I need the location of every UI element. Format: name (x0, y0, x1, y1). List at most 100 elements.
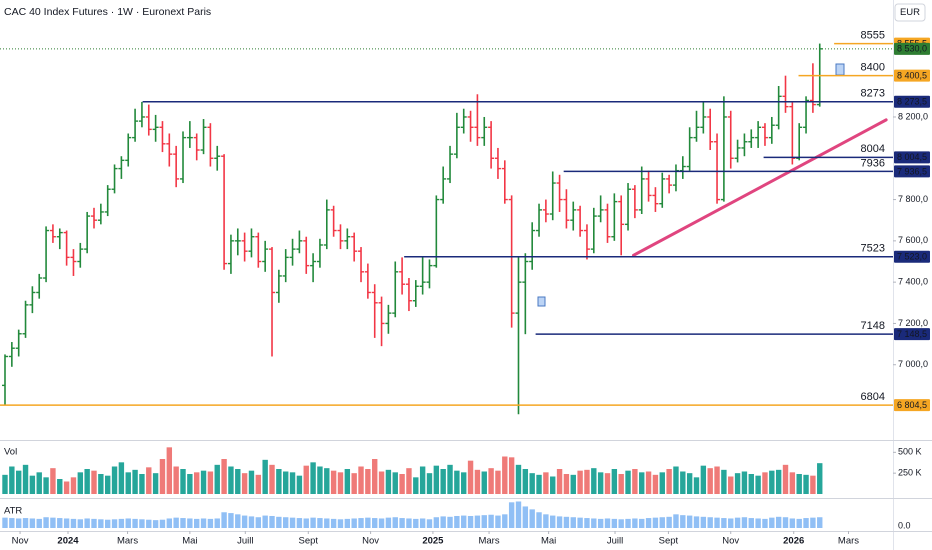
atr-bar (721, 518, 727, 528)
volume-bar (782, 464, 789, 494)
trend-line (632, 118, 888, 257)
volume-bar (522, 469, 529, 494)
level-label: 7148 (861, 320, 885, 332)
y-tick-label: 7 200,0 (898, 318, 928, 328)
volume-bar (358, 466, 364, 494)
marker-icon[interactable] (537, 296, 546, 307)
volume-bar (91, 470, 97, 494)
volume-bar (639, 472, 645, 494)
price-box (894, 165, 930, 178)
atr-bar (289, 517, 296, 528)
x-tick-label: 2025 (422, 536, 444, 547)
atr-bar (9, 518, 15, 528)
price-box-label: 8 400,5 (897, 70, 927, 80)
volume-bar (241, 473, 248, 494)
level-label: 7936 (861, 157, 885, 169)
currency-button[interactable] (894, 3, 926, 22)
price-box-label: 7 148,5 (897, 329, 927, 339)
x-tick-label: Mars (838, 536, 859, 547)
atr-bar (693, 516, 700, 528)
volume-bar (577, 470, 583, 494)
atr-bar (817, 517, 823, 528)
atr-bar (522, 506, 529, 528)
atr-bar (269, 515, 275, 528)
volume-bar (399, 474, 405, 494)
atr-bar (611, 518, 618, 528)
atr-bar (543, 514, 549, 528)
volume-bar (63, 481, 70, 494)
volume-bar (152, 473, 159, 494)
volume-bar (591, 468, 597, 494)
symbol-title[interactable]: CAC 40 Index Futures · 1W · Euronext Par… (4, 6, 211, 18)
volume-bar (707, 468, 713, 494)
volume-bar (570, 474, 576, 494)
marker-icon[interactable] (835, 63, 845, 76)
atr-bar (508, 502, 515, 528)
atr-bar (666, 516, 672, 528)
atr-bar (50, 517, 56, 528)
atr-bar (570, 517, 576, 528)
atr-bar (604, 518, 611, 528)
atr-bar (187, 518, 193, 528)
atr-bar (440, 516, 446, 528)
volume-bar (508, 457, 515, 494)
atr-bar (262, 515, 268, 528)
price-box (894, 328, 930, 341)
atr-bar (283, 517, 289, 528)
atr-bar (502, 514, 508, 528)
level-label: 8273 (861, 88, 885, 100)
volume-bar (2, 474, 8, 494)
price-box-label: 6 804,5 (897, 400, 927, 410)
atr-bar (474, 515, 481, 528)
volume-bar (365, 469, 371, 494)
level-label: 8004 (861, 143, 885, 155)
y-tick-label: 7 000,0 (898, 359, 928, 369)
atr-bar (399, 518, 405, 528)
currency[interactable]: EUR (900, 7, 920, 18)
volume-bar (289, 472, 296, 494)
volume-bar (248, 470, 255, 494)
pane-label: ATR (4, 506, 22, 517)
price-box-label: 7 523,0 (897, 252, 927, 262)
atr-bar (748, 518, 754, 528)
volume-bar (330, 470, 337, 494)
atr-bar (36, 518, 42, 528)
atr-bar (454, 515, 460, 528)
x-tick-label: Nov (722, 536, 739, 547)
atr-bar (495, 515, 501, 528)
volume-bar (618, 474, 624, 494)
volume-bar (597, 472, 604, 494)
price-box (894, 95, 930, 108)
level-label: 6804 (861, 391, 885, 403)
atr-bar (194, 518, 200, 528)
atr-bar (591, 518, 597, 528)
atr-bar (132, 518, 138, 528)
atr-bar (125, 518, 131, 528)
volume-bar (543, 472, 549, 494)
atr-bar (29, 518, 36, 528)
atr-bar (152, 520, 159, 528)
atr-bar (385, 517, 392, 528)
atr-bar (15, 518, 22, 528)
volume-bar (536, 474, 542, 494)
atr-bar (714, 517, 720, 528)
price-box (894, 399, 930, 412)
volume-bar (680, 471, 686, 494)
level-label: 8400 (861, 61, 885, 73)
volume-bar (632, 469, 638, 494)
atr-bar (488, 514, 494, 528)
atr-bar (782, 517, 789, 528)
x-tick-label: Sept (299, 536, 319, 547)
atr-bar (529, 509, 535, 528)
atr-bar (645, 518, 652, 528)
volume-bar (310, 462, 316, 494)
atr-bar (118, 518, 125, 528)
atr-bar (632, 518, 638, 528)
volume-bar (714, 466, 720, 494)
volume-bar (221, 459, 227, 494)
atr-bar (70, 518, 77, 528)
volume-bar (461, 472, 467, 494)
volume-bar (194, 472, 200, 494)
